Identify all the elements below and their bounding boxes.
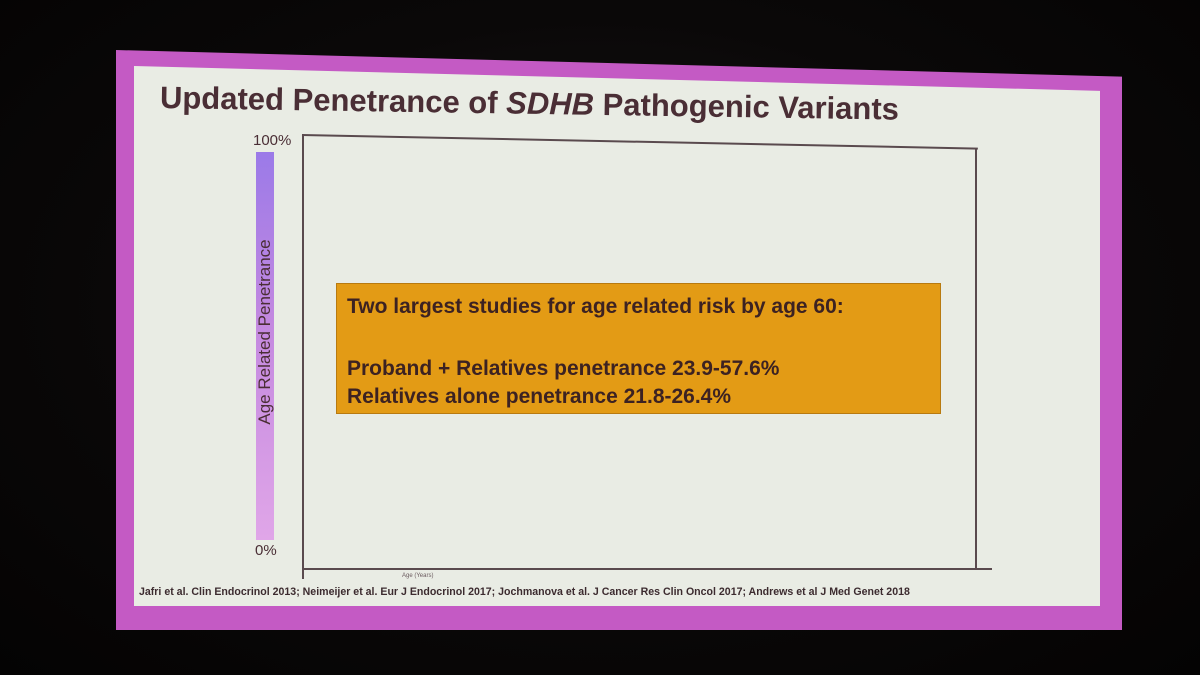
penetrance-gradient-bar <box>256 152 274 540</box>
callout-line-proband: Proband + Relatives penetrance 23.9-57.6… <box>347 357 780 380</box>
callout-line-relatives: Relatives alone penetrance 21.8-26.4% <box>347 385 732 408</box>
title-gene: SDHB <box>505 85 595 122</box>
title-prefix: Updated Penetrance of <box>159 80 507 121</box>
plot-border-left <box>302 134 304 579</box>
y-axis-bottom-tick: 0% <box>255 542 277 559</box>
summary-callout-box: Two largest studies for age related risk… <box>336 283 941 414</box>
callout-heading: Two largest studies for age related risk… <box>347 295 844 318</box>
title-suffix: Pathogenic Variants <box>593 86 900 127</box>
y-axis-label: Age Related Penetrance <box>255 239 274 425</box>
references-footer: Jafri et al. Clin Endocrinol 2013; Neime… <box>139 586 910 598</box>
plot-border-bottom <box>302 568 992 570</box>
y-axis-top-tick: 100% <box>253 132 292 149</box>
plot-border-right <box>975 148 977 568</box>
x-axis-label: Age (Years) <box>402 573 434 579</box>
